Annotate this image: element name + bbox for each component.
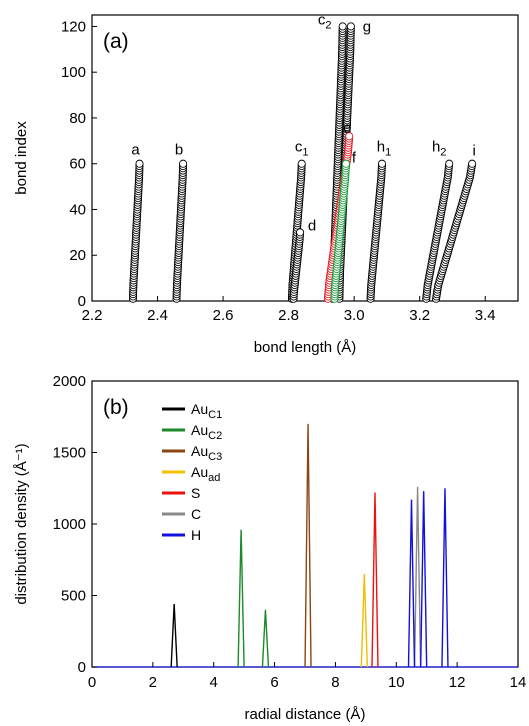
series-label-i: i: [472, 143, 475, 160]
peak-au-c2: [261, 609, 270, 668]
series-label-c2: c2: [318, 11, 332, 31]
legend-label: AuC3: [191, 443, 222, 463]
bond-point: [296, 228, 305, 237]
x-tick-label-a: 2.4: [147, 307, 168, 324]
x-tick-label-a: 2.8: [278, 307, 299, 324]
legend-label: Auad: [191, 464, 220, 484]
series-label-h1: h1: [377, 139, 391, 159]
series-label-c1: c1: [295, 139, 309, 159]
legend-label: AuC1: [191, 401, 222, 421]
peak-h: [441, 488, 449, 668]
bond-series-a: [128, 159, 144, 303]
peak-au-c3: [304, 423, 312, 668]
peak-au-c1: [170, 604, 178, 668]
series-label-h2: h2: [432, 139, 446, 159]
bond-point: [338, 22, 347, 31]
legend-label: S: [191, 485, 200, 501]
peak-h: [407, 499, 416, 668]
series-label-g: g: [363, 18, 371, 35]
bond-point: [377, 159, 387, 168]
bond-series-f: [330, 159, 351, 303]
series-label-b: b: [175, 142, 183, 159]
x-tick-label-b: 10: [388, 674, 405, 691]
series-label-f: f: [352, 150, 357, 167]
bond-point: [445, 159, 454, 168]
peak-au-c2: [237, 529, 245, 668]
y-tick-label-b: 500: [61, 588, 86, 605]
bond-point: [468, 159, 477, 168]
series-label-d: d: [308, 217, 316, 234]
legend-label: C: [191, 506, 201, 522]
y-tick-label-a: 0: [78, 293, 86, 310]
panel-label-a: (a): [103, 30, 129, 53]
x-tick-label-b: 8: [331, 674, 339, 691]
x-tick-label-b: 14: [510, 674, 527, 691]
x-tick-label-b: 4: [210, 674, 218, 691]
x-tick-label-a: 3.2: [409, 307, 430, 324]
plot-area-a: [91, 14, 519, 302]
x-tick-label-a: 3.4: [475, 307, 496, 324]
peak-au-ad: [360, 574, 369, 668]
x-tick-label-a: 2.6: [213, 307, 234, 324]
bond-point: [179, 159, 188, 168]
x-tick-label-b: 2: [149, 674, 157, 691]
bond-series-b: [172, 159, 188, 303]
x-tick-label-a: 3.0: [344, 307, 365, 324]
legend-label: AuC2: [191, 422, 222, 442]
panel-label-b: (b): [103, 396, 129, 419]
bond-point: [345, 132, 354, 141]
bond-series-d: [289, 228, 305, 303]
y-tick-label-a: 60: [69, 156, 86, 173]
bond-point: [346, 22, 355, 31]
y-tick-label-a: 100: [61, 64, 86, 81]
y-tick-label-b: 2000: [53, 373, 86, 390]
x-tick-label-b: 0: [88, 674, 96, 691]
peak-s: [371, 492, 379, 668]
y-tick-label-b: 0: [78, 659, 86, 676]
peak-h: [419, 491, 428, 668]
bond-point: [135, 159, 144, 168]
legend-label: H: [191, 527, 201, 543]
x-tick-label-a: 2.2: [82, 307, 103, 324]
y-tick-label-a: 40: [69, 201, 86, 218]
bond-point: [297, 159, 306, 168]
y-tick-label-a: 20: [69, 247, 86, 264]
bond-point: [341, 159, 351, 168]
panel-a: a b c1 d c2 g h1 h2 i ef 2.2 2.4 2.6 2.8 3.0 3.2 3.4 0 20…: [13, 11, 519, 356]
y-tick-label-b: 1500: [53, 445, 86, 462]
x-tick-label-b: 6: [270, 674, 278, 691]
x-tick-label-b: 12: [449, 674, 466, 691]
y-tick-label-b: 1000: [53, 516, 86, 533]
x-axis-label-b: radial distance (Å): [245, 706, 366, 723]
y-tick-label-a: 120: [61, 18, 86, 35]
y-tick-label-a: 80: [69, 110, 86, 127]
y-axis-label-b: distribution density (Å⁻¹): [13, 443, 30, 604]
bond-series-i: [432, 159, 477, 303]
series-label-e: e: [343, 119, 351, 136]
x-axis-label-a: bond length (Å): [254, 339, 357, 356]
series-label-a: a: [131, 142, 140, 159]
y-axis-label-a: bond index: [13, 121, 30, 195]
bond-series-h2: [422, 159, 454, 303]
bond-series-h1: [366, 159, 387, 303]
peak-c: [413, 486, 422, 668]
panel-b: 0 2 4 6 8 10 12 14 0 500 1000 1500 2000 AuC1AuC2AuC3…: [13, 373, 526, 723]
